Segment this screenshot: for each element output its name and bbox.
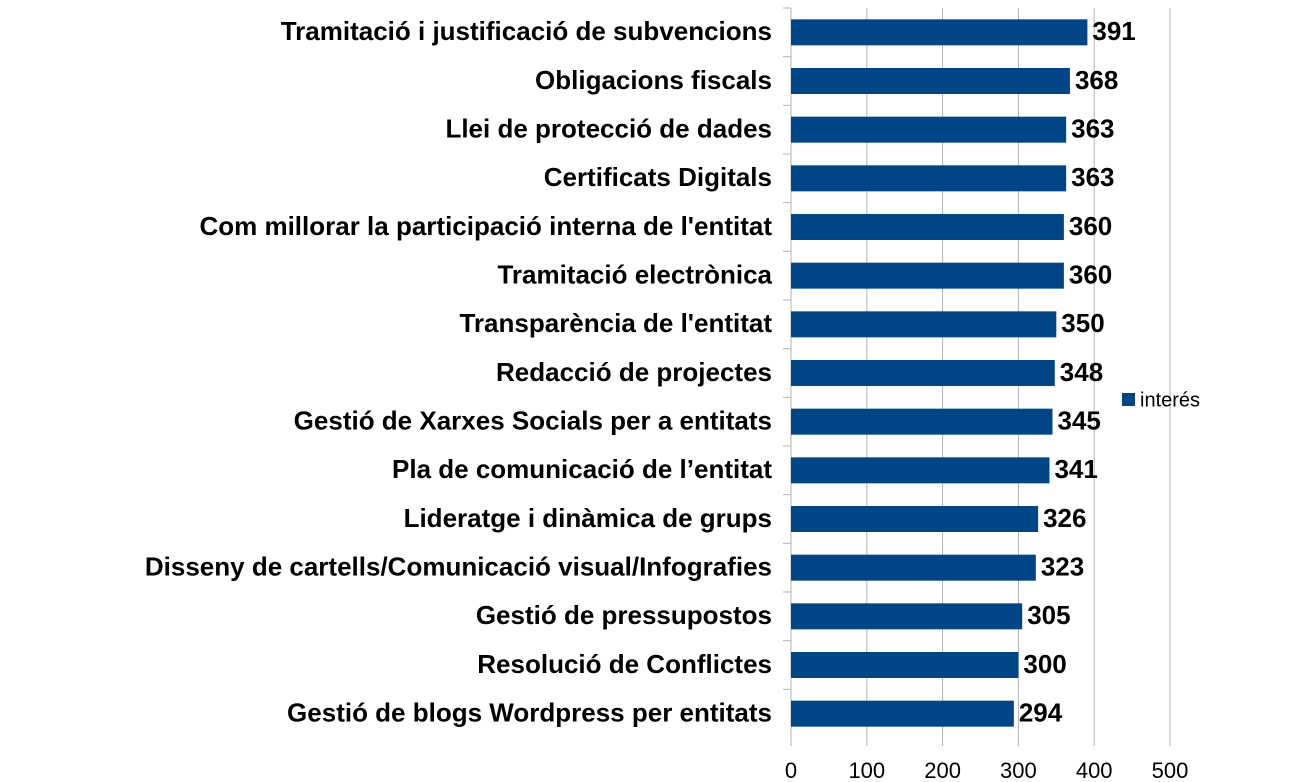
y-tick-label: Transparència de l'entitat bbox=[459, 308, 772, 338]
bar bbox=[791, 165, 1067, 192]
y-tick-label: Obligacions fiscals bbox=[535, 65, 772, 95]
bar bbox=[791, 457, 1050, 484]
y-tick-label: Certificats Digitals bbox=[544, 162, 772, 192]
bar bbox=[791, 214, 1064, 240]
y-tick-label: Redacció de projectes bbox=[496, 357, 772, 387]
value-label: 300 bbox=[1023, 649, 1066, 679]
y-tick-label: Gestió de blogs Wordpress per entitats bbox=[287, 698, 772, 728]
x-tick-label: 300 bbox=[1000, 758, 1037, 782]
value-label: 363 bbox=[1071, 162, 1114, 192]
y-tick-label: Resolució de Conflictes bbox=[477, 649, 772, 679]
y-tick-label: Llei de protecció de dades bbox=[445, 114, 772, 144]
bar bbox=[791, 311, 1057, 338]
legend-label: interés bbox=[1140, 389, 1200, 411]
y-tick-label: Disseny de cartells/Comunicació visual/I… bbox=[145, 552, 772, 582]
bar bbox=[791, 603, 1023, 630]
bar bbox=[791, 408, 1053, 435]
y-tick-label: Lideratge i dinàmica de grups bbox=[404, 503, 772, 533]
legend-swatch bbox=[1122, 393, 1135, 406]
y-tick-label: Gestió de pressupostos bbox=[476, 600, 772, 630]
x-tick-label: 400 bbox=[1076, 758, 1113, 782]
value-label: 326 bbox=[1043, 503, 1086, 533]
bar bbox=[791, 19, 1088, 46]
y-tick-label: Pla de comunicació de l’entitat bbox=[392, 454, 772, 484]
bar bbox=[791, 68, 1070, 94]
value-label: 368 bbox=[1075, 65, 1118, 95]
bar bbox=[791, 554, 1036, 581]
value-label: 323 bbox=[1041, 552, 1084, 582]
bar bbox=[791, 262, 1064, 289]
bar bbox=[791, 360, 1055, 386]
value-label: 294 bbox=[1019, 698, 1063, 728]
value-label: 360 bbox=[1069, 260, 1112, 290]
bar bbox=[791, 700, 1014, 727]
bar bbox=[791, 652, 1019, 678]
value-label: 305 bbox=[1027, 600, 1070, 630]
value-label: 360 bbox=[1069, 211, 1112, 241]
value-label: 363 bbox=[1071, 114, 1114, 144]
x-tick-label: 200 bbox=[924, 758, 961, 782]
x-tick-label: 0 bbox=[785, 758, 797, 782]
y-tick-label: Tramitació electrònica bbox=[497, 260, 772, 290]
value-label: 341 bbox=[1054, 454, 1097, 484]
x-tick-label: 100 bbox=[848, 758, 885, 782]
y-tick-label: Tramitació i justificació de subvencions bbox=[281, 16, 772, 46]
value-label: 350 bbox=[1061, 308, 1104, 338]
value-label: 348 bbox=[1060, 357, 1103, 387]
bar bbox=[791, 506, 1039, 532]
value-label: 391 bbox=[1092, 16, 1135, 46]
y-tick-label: Com millorar la participació interna de … bbox=[199, 211, 772, 241]
y-tick-label: Gestió de Xarxes Socials per a entitats bbox=[294, 406, 772, 436]
bar bbox=[791, 116, 1067, 143]
value-label: 345 bbox=[1058, 406, 1101, 436]
x-tick-label: 500 bbox=[1152, 758, 1189, 782]
